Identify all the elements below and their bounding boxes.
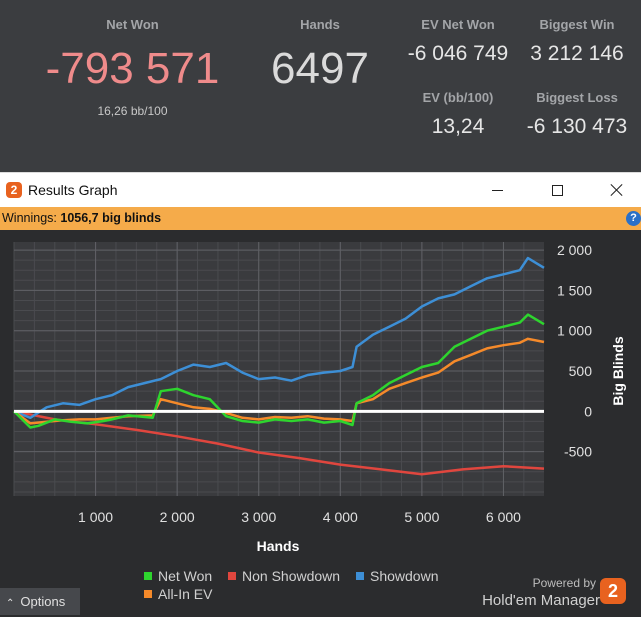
ev-bb100-label: EV (bb/100) — [422, 90, 494, 105]
legend-swatch-all-in-ev — [144, 590, 152, 598]
ev-net-won-value: -6 046 749 — [407, 42, 509, 65]
net-won-label: Net Won — [106, 17, 159, 32]
net-won-bb100: 16,26 bb/100 — [97, 104, 168, 118]
powered-by-label: Powered by — [532, 576, 596, 590]
ev-bb100-value: 13,24 — [431, 115, 485, 138]
stats-panel: Net Won -793 571 16,26 bb/100 Hands 6497… — [0, 0, 641, 172]
powered-by-brand: Hold'em Manager — [482, 592, 600, 609]
biggest-win-value: 3 212 146 — [530, 42, 624, 65]
y-axis-label: Big Blinds — [610, 336, 626, 405]
x-tick-labels: 1 000 2 000 3 000 4 000 5 000 6 000 — [78, 509, 521, 525]
net-won-value: -793 571 — [45, 44, 220, 93]
x-tick-label: 6 000 — [486, 509, 521, 525]
y-tick-label: -500 — [564, 444, 592, 460]
options-label: Options — [20, 594, 66, 609]
winnings-label: Winnings: — [2, 211, 57, 225]
legend-item-all-in-ev[interactable]: All-In EV — [144, 586, 212, 602]
x-tick-label: 1 000 — [78, 509, 113, 525]
y-tick-labels: -500 0 500 1 000 1 500 2 000 — [557, 242, 592, 460]
chevron-up-icon: ⌃ — [6, 598, 15, 609]
legend-label: Net Won — [158, 568, 213, 584]
x-tick-label: 5 000 — [404, 509, 439, 525]
winnings-value: 1056,7 big blinds — [60, 211, 162, 225]
biggest-loss-value: -6 130 473 — [526, 115, 628, 138]
legend-label: Showdown — [370, 568, 439, 584]
maximize-icon — [551, 184, 563, 196]
close-icon — [610, 183, 624, 197]
y-tick-label: 1 500 — [557, 282, 592, 298]
results-chart[interactable]: -500 0 500 1 000 1 500 2 000 1 000 2 000 3 000 4… — [0, 230, 641, 560]
legend-swatch-non-showdown — [228, 572, 236, 580]
legend-swatch-net-won — [144, 572, 152, 580]
minimize-icon — [491, 189, 503, 191]
help-icon[interactable]: ? — [626, 211, 641, 226]
biggest-loss-label: Biggest Loss — [536, 90, 618, 105]
powered-by: Powered by Hold'em Manager — [476, 576, 600, 609]
series-lines — [13, 256, 545, 476]
y-tick-label: 1 000 — [557, 323, 592, 339]
app-logo-icon: 2 — [6, 182, 22, 198]
y-tick-label: 500 — [569, 363, 593, 379]
legend-item-showdown[interactable]: Showdown — [356, 568, 439, 584]
series-line-showdown — [13, 256, 545, 420]
hands-value: 6497 — [271, 44, 369, 93]
legend-item-non-showdown[interactable]: Non Showdown — [228, 568, 340, 584]
y-tick-label: 0 — [584, 403, 592, 419]
x-tick-label: 3 000 — [241, 509, 276, 525]
y-tick-label: 2 000 — [557, 242, 592, 258]
hands-label: Hands — [300, 17, 340, 32]
holdem-manager-logo-icon: 2 — [600, 578, 626, 604]
results-graph-window: 2 Results Graph Winnings: 1056,7 big bli… — [0, 172, 641, 615]
legend-label: All-In EV — [158, 586, 213, 602]
maximize-button[interactable] — [534, 173, 580, 207]
legend-swatch-showdown — [356, 572, 364, 580]
minimize-button[interactable] — [474, 173, 520, 207]
winnings-bar: Winnings: 1056,7 big blinds ? — [0, 207, 641, 230]
results-chart-svg: -500 0 500 1 000 1 500 2 000 1 000 2 000 3 000 4… — [13, 242, 626, 554]
legend-label: Non Showdown — [242, 568, 341, 584]
series-line-net-won — [13, 313, 545, 429]
options-button[interactable]: ⌃ Options — [0, 588, 80, 615]
biggest-win-label: Biggest Win — [539, 17, 615, 32]
x-axis-label: Hands — [257, 538, 300, 554]
window-title: Results Graph — [28, 182, 118, 198]
series-line-all-in-ev — [13, 337, 545, 425]
chart-legend: Net Won Non Showdown Showdown All-In EV — [144, 568, 464, 608]
x-tick-label: 2 000 — [160, 509, 195, 525]
series-line-non-showdown — [13, 410, 545, 476]
title-bar[interactable]: 2 Results Graph — [0, 172, 641, 207]
x-tick-label: 4 000 — [323, 509, 358, 525]
ev-net-won-label: EV Net Won — [421, 17, 495, 32]
legend-item-net-won[interactable]: Net Won — [144, 568, 212, 584]
close-button[interactable] — [594, 173, 640, 207]
